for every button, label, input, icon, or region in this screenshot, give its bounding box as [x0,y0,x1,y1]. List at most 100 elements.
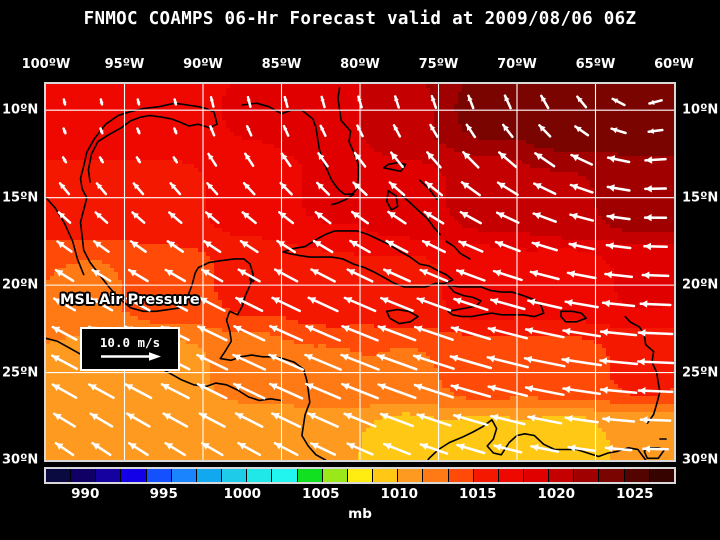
wind-arrow [533,182,557,196]
wind-arrow [135,156,142,164]
wind-arrow [606,213,631,221]
colorbar-tick-label: 990 [71,486,100,502]
colorbar-swatch [649,469,674,482]
wind-arrow [234,412,264,428]
wind-arrow [385,239,409,254]
wind-arrow [376,354,418,371]
wind-arrow [173,98,178,106]
wind-arrow [235,296,264,313]
wind-arrow [610,127,627,135]
wind-arrow [604,271,634,279]
wind-arrow [62,98,67,106]
wind-arrow [562,385,602,396]
lon-tick-label: 85ºW [261,57,302,72]
wind-arrow [58,182,71,196]
wind-arrow [495,211,520,224]
wind-arrow [127,268,149,283]
wind-arrow [412,354,455,370]
wind-arrow [56,240,73,253]
lon-tick-label: 90ºW [183,57,223,72]
wind-arrow [530,444,560,453]
colorbar-swatch [121,469,147,482]
wind-arrow [421,239,446,254]
wind-arrow [641,271,670,279]
wind-arrow [127,441,149,457]
wind-arrow [413,325,454,341]
wind-arrow [271,412,302,428]
wind-arrow [196,325,228,342]
wind-arrow [644,156,667,164]
lon-tick-label: 80ºW [340,57,380,72]
wind-arrow [269,324,304,342]
wind-arrow [279,181,293,196]
wind-arrow [317,152,329,168]
wind-arrow [538,124,552,138]
wind-arrow [493,443,523,454]
colorbar-swatch [549,469,575,482]
wind-arrow [305,324,341,342]
wind-arrow [203,240,222,254]
wind-arrow [487,326,528,340]
map-plot-area[interactable]: MSL Air Pressure 10.0 m/s [44,82,676,462]
colorbar-swatch [322,469,348,482]
wind-arrow [492,269,523,282]
colorbar-tick-label: 1005 [301,486,340,502]
wind-arrow [52,412,76,428]
right-arrow-icon [101,352,161,361]
wind-arrow [237,441,262,457]
wind-arrow [453,297,489,312]
colorbar-swatch [297,469,323,482]
wind-arrow [89,412,114,428]
wind-arrow [352,181,368,197]
wind-arrow [233,325,266,342]
wind-arrow [273,268,299,283]
wind-arrow [639,300,672,308]
wind-arrow [164,441,187,457]
wind-arrow [126,412,151,428]
wind-arrow [244,152,255,167]
wind-arrow [62,127,67,135]
wind-arrow [61,156,68,164]
wind-arrow [207,152,218,167]
wind-arrow [164,268,187,283]
wind-arrow [416,297,452,312]
map-field-svg [46,84,674,460]
wind-arrow [169,182,182,196]
wind-arrow [490,414,526,426]
colorbar-swatch [423,469,449,482]
wind-arrow [168,211,183,225]
wind-arrow [606,155,631,164]
wind-arrow [198,296,226,312]
wind-arrow [604,444,633,453]
colorbar-swatch [71,469,97,482]
wind-arrow [377,383,417,400]
wind-arrow [567,444,596,453]
wind-arrow [343,296,377,313]
wind-arrow [494,240,521,253]
wind-arrow [276,239,296,254]
wind-arrow [346,268,374,283]
wind-arrow [377,325,417,342]
colorbar-swatch [373,469,399,482]
colorbar-tick-label: 995 [149,486,178,502]
wind-arrow [136,98,141,106]
wind-arrow [268,353,305,371]
wind-arrow [52,297,77,312]
wind-arrow [599,328,638,337]
colorbar-swatch [96,469,122,482]
wind-arrow [523,355,566,368]
lon-tick-label: 70ºW [497,57,537,72]
wind-arrow [242,181,256,196]
wind-arrow [124,383,153,400]
colorbar-swatch [624,469,650,482]
wind-arrow [416,413,452,427]
wind-arrow [574,125,590,137]
wind-arrow [602,415,636,423]
colorbar-swatch [523,469,550,482]
lon-tick-label: 75ºW [418,57,459,72]
wind-vector-scale-legend: 10.0 m/s [80,327,180,371]
wind-arrow [453,413,489,427]
colorbar-swatch [398,469,424,482]
wind-arrow [462,150,480,169]
